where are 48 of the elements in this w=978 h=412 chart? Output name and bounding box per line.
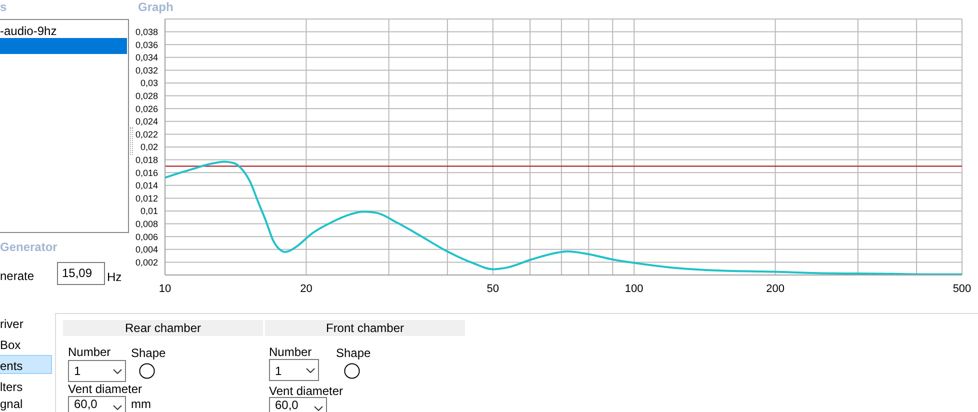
text: gnal (0, 397, 23, 411)
text: 1 (275, 364, 282, 378)
y-tick-label: 0,028 (135, 90, 158, 101)
x-tick-label: 20 (300, 282, 312, 295)
text: ents (0, 359, 23, 373)
text: lters (0, 380, 23, 394)
y-tick-label: 0,016 (135, 168, 158, 178)
y-tick-label: 0,008 (135, 218, 158, 229)
text: Vent diameter (68, 382, 142, 396)
x-tick-label: 500 (952, 282, 972, 295)
y-tick-label: 0,012 (135, 193, 158, 204)
y-tick-label: 0,024 (135, 116, 158, 127)
y-tick-label: 0,022 (135, 129, 158, 140)
y-tick-label: 0,026 (135, 104, 158, 114)
y-tick-label: 0,002 (135, 257, 158, 268)
text: Generator (0, 240, 58, 254)
text: Vent diameter (269, 384, 344, 398)
text: Hz (107, 270, 122, 284)
y-tick-label: 0,006 (135, 232, 158, 242)
text: 15,09 (62, 266, 92, 280)
y-tick-label: 0,036 (135, 40, 158, 50)
y-tick-label: 0,018 (135, 154, 158, 165)
x-tick-label: 100 (624, 282, 644, 295)
x-tick-label: 200 (766, 282, 785, 295)
text: Number (68, 345, 111, 359)
chart-title: Graph (138, 0, 174, 14)
y-tick-label: 0,032 (135, 65, 158, 76)
text: s (0, 0, 7, 14)
text: -audio-9hz (0, 24, 57, 38)
text: Box (0, 338, 21, 352)
x-tick-label: 50 (486, 282, 500, 295)
y-tick-label: 0,038 (135, 26, 158, 37)
text: 1 (74, 364, 81, 378)
y-tick-label: 0,01 (140, 206, 158, 216)
text: 60,0 (275, 398, 298, 412)
y-tick-label: 0,03 (140, 78, 158, 88)
y-tick-label: 0,004 (135, 244, 158, 255)
text: nerate (0, 269, 34, 283)
y-tick-label: 0,034 (135, 52, 158, 63)
text: mm (131, 397, 151, 411)
text: Shape (131, 346, 166, 360)
text: 60,0 (74, 397, 98, 411)
text: Number (269, 345, 312, 359)
y-tick-label: 0,02 (140, 142, 158, 152)
text: river (0, 317, 24, 331)
y-tick-label: 0,014 (135, 180, 158, 191)
x-tick-label: 10 (158, 282, 172, 295)
text: Shape (336, 346, 371, 360)
